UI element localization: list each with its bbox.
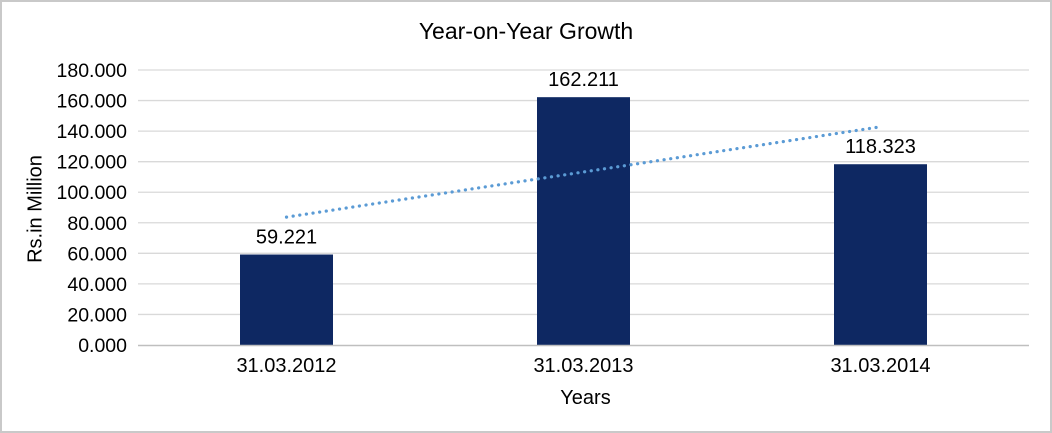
- x-category-label: 31.03.2014: [830, 355, 930, 377]
- y-tick-label: 0.000: [78, 335, 127, 357]
- bar: [240, 254, 333, 345]
- bar: [834, 164, 927, 345]
- x-category-label: 31.03.2012: [236, 355, 336, 377]
- trendline: [284, 125, 883, 219]
- y-tick-label: 20.000: [67, 304, 127, 326]
- chart-title: Year-on-Year Growth: [418, 18, 634, 44]
- y-tick-label: 100.000: [57, 182, 128, 204]
- bar-value-label: 59.221: [256, 227, 317, 249]
- y-tick-label: 160.000: [57, 91, 128, 113]
- bar: [537, 97, 630, 345]
- x-axis-title: Years: [560, 387, 611, 409]
- y-tick-label: 180.000: [57, 60, 128, 82]
- y-tick-label: 140.000: [57, 121, 128, 143]
- y-tick-label: 80.000: [67, 213, 127, 235]
- y-axis-title: Rs.in Million: [24, 155, 47, 263]
- x-category-label: 31.03.2013: [533, 355, 633, 377]
- bar-value-label: 118.323: [845, 136, 916, 158]
- y-tick-label: 120.000: [57, 152, 128, 174]
- y-tick-label: 40.000: [67, 274, 127, 296]
- y-tick-label: 60.000: [67, 243, 127, 265]
- bar-value-label: 162.211: [548, 69, 619, 91]
